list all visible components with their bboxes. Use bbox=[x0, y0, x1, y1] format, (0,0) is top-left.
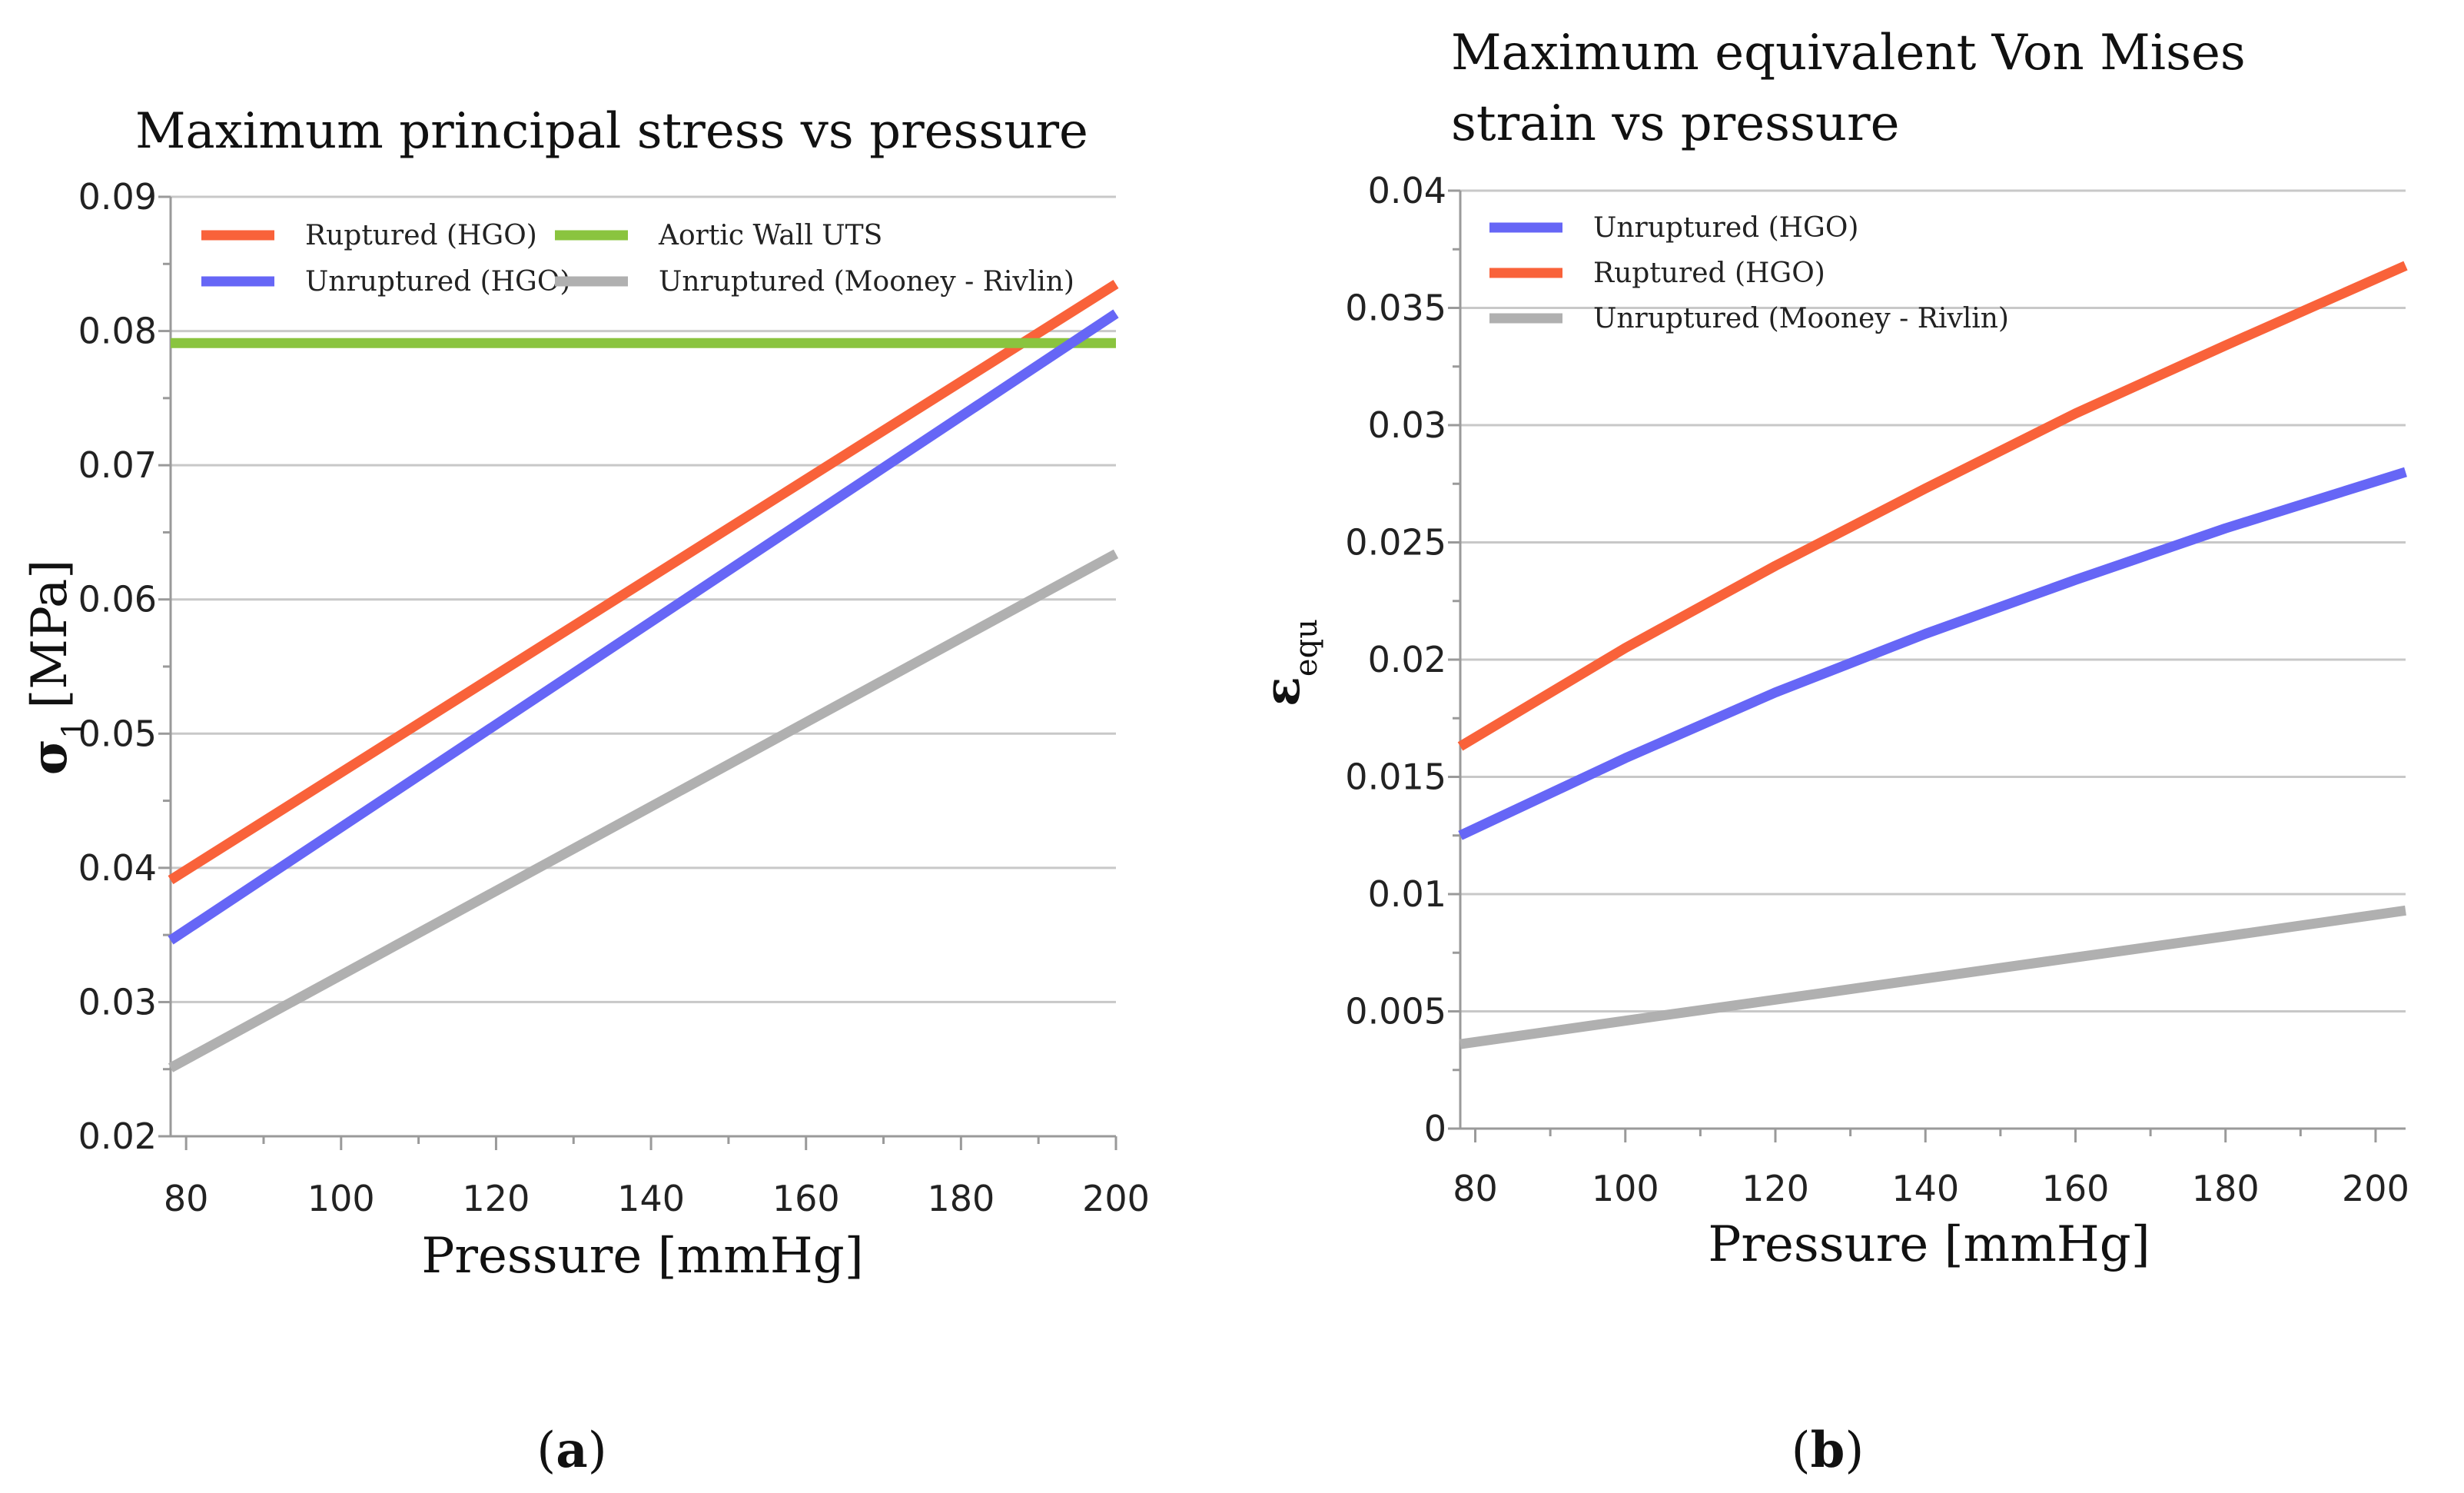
chart-a-panel-paren-close: ) bbox=[588, 1422, 607, 1479]
chart-b-panel-paren-close: ) bbox=[1845, 1422, 1864, 1479]
chart-b-y-tick-label: 0.04 bbox=[1368, 170, 1446, 211]
chart-b-y-axis-symbol: ε bbox=[1254, 677, 1311, 707]
chart-a-y-axis-subscript: 1 bbox=[56, 720, 91, 739]
chart-a-series-ruptured-hgo bbox=[168, 280, 1119, 885]
chart-a-series-unruptured-hgo bbox=[168, 309, 1119, 945]
chart-b-y-tick-label: 0.02 bbox=[1368, 639, 1446, 680]
chart-b-legend-label-unruptured-mooney-rivlin: Unruptured (Mooney - Rivlin) bbox=[1593, 303, 2009, 334]
chart-a-y-tick-label: 0.09 bbox=[78, 176, 157, 218]
chart-panel-b: 0 0.005 0.01 0.015 0.02 0.025 0.03 0.035 0.04 80 1… bbox=[1254, 25, 2409, 1479]
chart-a-y-tick-label: 0.04 bbox=[78, 847, 157, 889]
chart-a-x-tick-label: 120 bbox=[463, 1178, 530, 1219]
chart-a-x-tick-label: 180 bbox=[927, 1178, 995, 1219]
chart-b-y-tick-label: 0.025 bbox=[1345, 522, 1446, 564]
chart-b-title-line-2: strain vs pressure bbox=[1451, 95, 1900, 152]
chart-a-panel-label: (a) bbox=[536, 1422, 606, 1479]
chart-b-y-tick-label: 0 bbox=[1424, 1108, 1446, 1149]
chart-a-x-tick-label: 200 bbox=[1082, 1178, 1150, 1219]
chart-b-x-tick-label: 120 bbox=[1742, 1168, 1809, 1209]
chart-b-x-tick-label: 160 bbox=[2042, 1168, 2110, 1209]
chart-a-y-tick-label: 0.06 bbox=[78, 579, 157, 620]
chart-b-y-tick-label: 0.005 bbox=[1345, 991, 1446, 1032]
chart-b-panel-label: (b) bbox=[1792, 1422, 1865, 1479]
chart-b-series-unruptured-mooney-rivlin bbox=[1459, 905, 2406, 1049]
chart-b-x-axis-label: Pressure [mmHg] bbox=[1708, 1216, 2150, 1273]
chart-a-y-tick-label: 0.08 bbox=[78, 311, 157, 352]
chart-a-y-tick-label: 0.02 bbox=[78, 1116, 157, 1157]
chart-b-y-tick-label: 0.015 bbox=[1345, 756, 1446, 798]
chart-a-legend-label-unruptured-hgo: Unruptured (HGO) bbox=[305, 266, 570, 298]
chart-b-x-tick-label: 200 bbox=[2342, 1168, 2409, 1209]
chart-b-panel-letter: b bbox=[1811, 1422, 1845, 1479]
chart-a-legend-label-ruptured-hgo: Ruptured (HGO) bbox=[305, 220, 537, 251]
chart-a-series-unruptured-mooney-rivlin bbox=[168, 549, 1119, 1072]
chart-b-series-unruptured-hgo bbox=[1458, 467, 2407, 840]
chart-a-x-tick-label: 80 bbox=[164, 1178, 209, 1219]
chart-b-y-tick-label: 0.03 bbox=[1368, 404, 1446, 446]
chart-a-x-tick-label: 140 bbox=[617, 1178, 685, 1219]
chart-b-x-tick-label: 140 bbox=[1891, 1168, 1959, 1209]
chart-b-legend-label-unruptured-hgo: Unruptured (HGO) bbox=[1593, 212, 1858, 244]
chart-a-y-axis-symbol: σ bbox=[21, 739, 78, 775]
chart-a-y-tick-label: 0.05 bbox=[78, 713, 157, 754]
chart-a-title: Maximum principal stress vs pressure bbox=[135, 103, 1088, 160]
chart-a-x-tick-label: 100 bbox=[307, 1178, 375, 1219]
chart-a-y-tick-label: 0.07 bbox=[78, 444, 157, 486]
chart-b-legend-label-ruptured-hgo: Ruptured (HGO) bbox=[1593, 258, 1825, 289]
chart-a-panel-letter: a bbox=[556, 1422, 587, 1479]
chart-b-y-tick-label: 0.035 bbox=[1345, 288, 1446, 329]
chart-a-x-tick-label: 160 bbox=[772, 1178, 840, 1219]
chart-a-y-axis-label: σ1 [MPa] bbox=[21, 560, 91, 775]
chart-a-legend-label-unruptured-mooney-rivlin: Unruptured (Mooney - Rivlin) bbox=[659, 266, 1074, 298]
chart-b-series-ruptured-hgo bbox=[1457, 261, 2408, 751]
chart-b-y-axis-label: εequ bbox=[1254, 619, 1324, 707]
chart-a-panel-paren-open: ( bbox=[536, 1422, 556, 1479]
chart-a-y-tick-label: 0.03 bbox=[78, 981, 157, 1022]
chart-b-panel-paren-open: ( bbox=[1792, 1422, 1811, 1479]
chart-b-x-tick-label: 180 bbox=[2192, 1168, 2260, 1209]
chart-b-title-line-1: Maximum equivalent Von Mises bbox=[1451, 25, 2246, 81]
chart-b-x-tick-label: 100 bbox=[1592, 1168, 1659, 1209]
chart-a-x-axis-label: Pressure [mmHg] bbox=[421, 1228, 863, 1285]
chart-a-legend-label-aortic-wall-uts: Aortic Wall UTS bbox=[658, 220, 882, 251]
chart-b-y-axis-subscript: equ bbox=[1289, 619, 1324, 677]
chart-b-x-tick-label: 80 bbox=[1453, 1168, 1498, 1209]
chart-a-y-axis-unit: [MPa] bbox=[22, 560, 78, 709]
chart-b-y-tick-label: 0.01 bbox=[1368, 873, 1446, 915]
